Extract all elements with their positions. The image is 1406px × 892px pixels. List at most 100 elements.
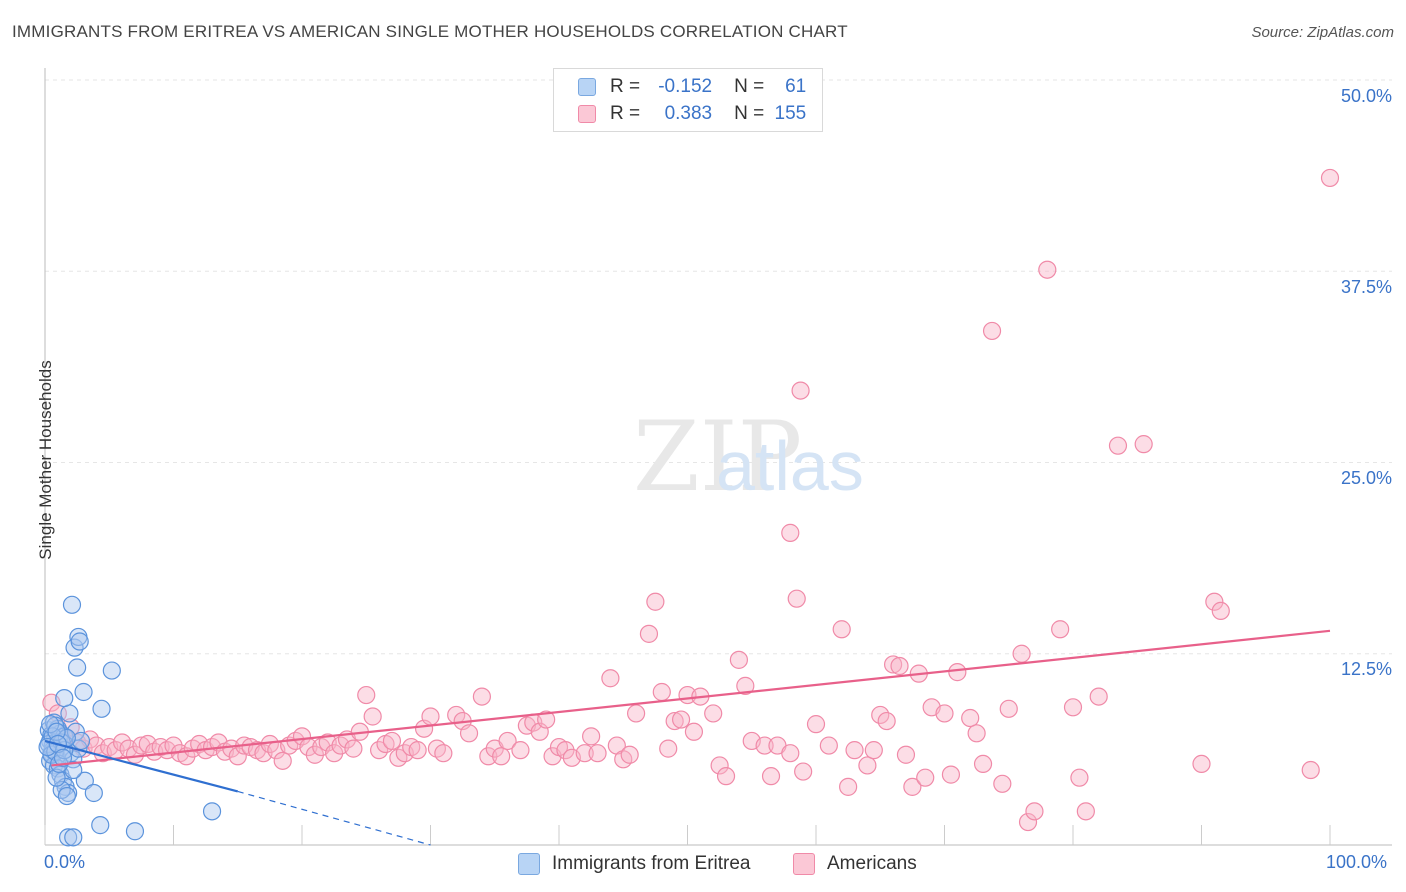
americans-point [1070, 768, 1089, 787]
americans-point [665, 711, 684, 731]
americans-point [999, 699, 1018, 718]
chart-title: IMMIGRANTS FROM ERITREA VS AMERICAN SING… [12, 22, 848, 41]
americans-point [434, 744, 453, 763]
n-label: N = [734, 76, 765, 97]
americans-point [729, 650, 749, 669]
americans-point [511, 741, 530, 760]
eritrea-trend-line [44, 739, 239, 793]
americans-points [42, 168, 1340, 832]
eritrea-point [55, 689, 74, 708]
americans-point [601, 669, 620, 688]
americans-point [858, 756, 877, 775]
americans-point [582, 727, 601, 746]
americans-point [459, 724, 479, 743]
americans-point [864, 741, 883, 760]
americans-r-value: 0.383 [664, 103, 713, 124]
americans-point [273, 751, 292, 770]
americans-point [659, 739, 678, 758]
y-tick-37-5: 37.5% [1340, 277, 1392, 297]
americans-point [967, 724, 986, 743]
americans-point [903, 777, 922, 796]
americans-point [1025, 802, 1044, 821]
americans-point [916, 768, 935, 787]
americans-point [961, 708, 980, 728]
americans-point [382, 731, 402, 751]
americans-point [941, 765, 961, 784]
r-label: R = [610, 76, 641, 97]
americans-point [710, 756, 729, 775]
americans-point [646, 592, 665, 611]
eritrea-swatch-icon [578, 78, 596, 96]
americans-point [1108, 436, 1128, 455]
americans-point [973, 754, 993, 774]
eritrea-point [125, 822, 145, 841]
americans-point [427, 739, 447, 758]
americans-point [620, 745, 639, 764]
bottom-legend-eritrea: Immigrants from Eritrea [518, 852, 750, 876]
americans-point [761, 767, 781, 786]
americans-point [787, 589, 806, 608]
americans-point [292, 727, 312, 746]
eritrea-point [74, 682, 93, 702]
watermark-atlas: atlas [716, 427, 864, 505]
americans-point [1192, 754, 1211, 774]
eritrea-point [47, 768, 66, 787]
americans-point [1012, 644, 1031, 663]
americans-point [877, 711, 896, 731]
americans-point [781, 523, 800, 542]
americans-point [781, 744, 800, 763]
legend-row-americans: R = 0.383 N = 155 [578, 102, 806, 126]
eritrea-point [91, 816, 110, 835]
gridlines [45, 79, 1392, 655]
americans-point [791, 381, 810, 400]
americans-point [588, 744, 607, 763]
americans-point [794, 762, 813, 781]
americans-point [421, 707, 440, 726]
axes-lines [44, 68, 1392, 846]
americans-point [819, 736, 838, 755]
americans-point [839, 777, 858, 796]
americans-legend-swatch-icon [793, 853, 815, 875]
eritrea-legend-swatch-icon [518, 853, 540, 875]
americans-n-value: 155 [774, 103, 807, 124]
americans-point [736, 676, 755, 695]
americans-point [1211, 601, 1230, 621]
watermark: ZIP atlas [633, 401, 864, 513]
americans-point [1301, 760, 1320, 780]
legend-row-eritrea: R = -0.152 N = 61 [578, 75, 806, 99]
americans-point [704, 704, 723, 723]
eritrea-point [92, 699, 111, 718]
americans-point [626, 704, 646, 723]
eritrea-point [68, 658, 87, 677]
americans-point [806, 715, 826, 734]
americans-point [389, 748, 408, 767]
eritrea-n-value: 61 [785, 76, 807, 97]
americans-point [948, 663, 967, 682]
americans-point [472, 687, 491, 706]
trend-lines [44, 629, 1331, 846]
americans-swatch-icon [578, 105, 596, 123]
watermark-zip: ZIP [633, 401, 802, 513]
y-axis-label: Single Mother Households [36, 360, 55, 560]
americans-point [228, 747, 247, 766]
americans-point [1134, 435, 1153, 454]
eritrea-points [38, 595, 222, 847]
americans-point [684, 722, 704, 741]
americans-point [716, 767, 736, 786]
americans-point [1038, 260, 1057, 279]
americans-point [755, 736, 774, 755]
y-tick-12-5: 12.5% [1340, 659, 1392, 679]
americans-point [363, 707, 382, 726]
americans-point [575, 744, 594, 763]
americans-point [1076, 802, 1095, 821]
y-tick-50: 50.0% [1340, 86, 1392, 106]
americans-point [896, 745, 916, 764]
eritrea-point [60, 704, 79, 723]
americans-point [832, 620, 851, 639]
americans-point [357, 685, 376, 705]
americans-point [498, 731, 517, 751]
americans-point [993, 774, 1012, 793]
americans-point [1320, 168, 1340, 188]
americans-point [982, 321, 1002, 341]
